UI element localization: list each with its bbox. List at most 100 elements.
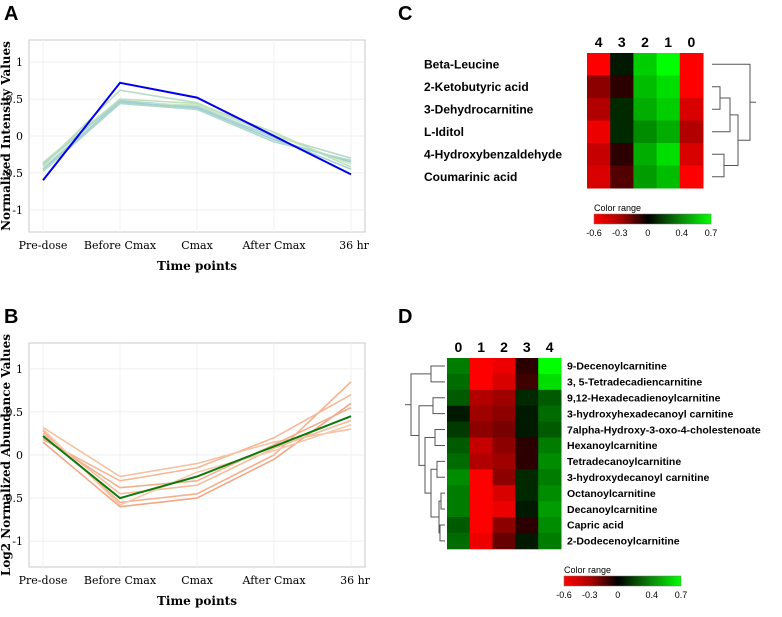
series-line-member-4 bbox=[42, 402, 352, 508]
row-label-c: 2-Ketobutyric acid bbox=[424, 80, 529, 94]
y-tick-label-b: -0.5 bbox=[2, 492, 23, 505]
legend-tick-d: -0.3 bbox=[582, 590, 598, 600]
legend-tick-c: 0.4 bbox=[675, 228, 688, 238]
series-line-member-5 bbox=[42, 419, 352, 495]
x-tick-label-a: After Cmax bbox=[241, 239, 306, 252]
x-tick-label-a: Before Cmax bbox=[84, 239, 157, 252]
heatmap-cell-d bbox=[469, 469, 494, 486]
heatmap-cell-c bbox=[610, 120, 634, 144]
heatmap-cell-d bbox=[447, 389, 471, 407]
heatmap-cell-c bbox=[656, 165, 681, 189]
x-tick-label-b: After Cmax bbox=[241, 574, 306, 587]
row-label-c: L-Iditol bbox=[424, 125, 464, 139]
heatmap-cell-c bbox=[633, 165, 658, 189]
dendrogram-branch-d bbox=[430, 468, 439, 518]
y-tick-label-a: 0.5 bbox=[6, 93, 24, 106]
row-label-d: Decanoylcarnitine bbox=[567, 504, 658, 516]
y-tick-label-a: -1 bbox=[12, 204, 23, 217]
heatmap-cell-c bbox=[679, 53, 704, 76]
heatmap-cell-d bbox=[492, 421, 516, 438]
heatmap-cell-d bbox=[492, 501, 516, 518]
dendrogram-branch-c bbox=[712, 86, 721, 110]
heatmap-cell-d bbox=[492, 517, 516, 534]
heatmap-cell-d bbox=[538, 421, 562, 438]
column-label-c: 2 bbox=[641, 34, 649, 50]
y-axis-title-b: Log2 Normalized Abundance Values bbox=[0, 334, 13, 576]
line-chart-a: 1 0.5 0 -0.5 -1 Pre-dose Before Cmax Cmax After … bbox=[0, 39, 370, 273]
heatmap-cell-d bbox=[469, 485, 494, 502]
heatmap-cell-d bbox=[447, 421, 471, 438]
heatmap-cell-d bbox=[447, 437, 471, 454]
heatmap-cell-c bbox=[633, 143, 658, 166]
heatmap-cell-c bbox=[656, 98, 681, 121]
x-tick-label-a: Pre-dose bbox=[19, 239, 68, 252]
heatmap-cell-d bbox=[515, 389, 539, 407]
x-tick-label-b: Before Cmax bbox=[84, 574, 157, 587]
heatmap-cell-c bbox=[679, 98, 704, 121]
panel-label-d: D bbox=[398, 306, 412, 328]
heatmap-cell-c bbox=[610, 53, 634, 76]
column-label-d: 1 bbox=[477, 339, 485, 355]
series-line-highlight bbox=[42, 81, 352, 181]
heatmap-cell-c bbox=[587, 165, 611, 189]
row-label-d: 3, 5-Tetradecadiencarnitine bbox=[567, 377, 702, 389]
legend-tick-c: -0.6 bbox=[586, 228, 602, 238]
heatmap-cell-d bbox=[538, 517, 562, 534]
heatmap-cell-c bbox=[656, 75, 681, 99]
heatmap-cell-d bbox=[469, 501, 494, 518]
series-line-member-3 bbox=[42, 426, 352, 478]
heatmap-cell-c bbox=[656, 53, 681, 76]
legend-tick-c: 0.7 bbox=[705, 228, 718, 238]
series-line-member-6 bbox=[42, 406, 352, 489]
color-range-bar-d bbox=[563, 575, 682, 587]
heatmap-cell-c bbox=[633, 120, 658, 144]
row-label-d: 3-hydroxyhexadecanoyl carnitine bbox=[567, 408, 733, 420]
heatmap-cell-d bbox=[538, 405, 562, 423]
y-tick-label-b: -1 bbox=[12, 535, 23, 548]
heatmap-cell-d bbox=[469, 405, 494, 423]
heatmap-cell-d bbox=[492, 469, 516, 486]
heatmap-cell-c bbox=[587, 120, 611, 144]
heatmap-cell-d bbox=[515, 532, 539, 550]
column-label-d: 3 bbox=[523, 339, 531, 355]
column-label-d: 4 bbox=[546, 339, 554, 355]
heatmap-cell-d bbox=[447, 485, 471, 502]
y-tick-label-a: -0.5 bbox=[2, 167, 23, 180]
panel-label-a: A bbox=[4, 3, 18, 25]
dendrogram-branch-d bbox=[432, 397, 445, 415]
column-label-c: 1 bbox=[664, 34, 672, 50]
legend-title-c: Color range bbox=[594, 203, 641, 213]
row-label-d: 3-hydroxydecanoyl carnitine bbox=[567, 472, 710, 484]
heatmap-cell-c bbox=[656, 143, 681, 166]
heatmap-cell-d bbox=[515, 405, 539, 423]
heatmap-cell-c bbox=[633, 53, 658, 76]
row-label-d: Capric acid bbox=[567, 520, 624, 532]
heatmap-cell-d bbox=[447, 453, 471, 470]
heatmap-cell-d bbox=[447, 358, 471, 375]
heatmap-cell-c bbox=[633, 98, 658, 121]
heatmap-cell-c bbox=[610, 143, 634, 166]
heatmap-cell-d bbox=[515, 501, 539, 518]
heatmap-cell-c bbox=[587, 53, 611, 76]
heatmap-cell-d bbox=[538, 389, 562, 407]
heatmap-cell-d bbox=[515, 469, 539, 486]
legend-title-d: Color range bbox=[564, 565, 611, 575]
column-label-c: 0 bbox=[688, 34, 696, 50]
heatmap-cell-d bbox=[447, 405, 471, 423]
dendrogram-branch-c bbox=[712, 97, 731, 133]
heatmap-cell-d bbox=[538, 469, 562, 486]
dendrogram-branch-c bbox=[724, 114, 739, 166]
row-label-d: 9-Decenoylcarnitine bbox=[567, 361, 667, 373]
row-label-c: Coumarinic acid bbox=[424, 170, 517, 184]
heatmap-cell-c bbox=[587, 98, 611, 121]
row-label-d: Hexanoylcarnitine bbox=[567, 440, 658, 452]
series-line-member-5 bbox=[42, 98, 352, 168]
heatmap-cell-d bbox=[492, 358, 516, 375]
heatmap-cell-c bbox=[679, 165, 704, 189]
dendrogram-branch-d bbox=[418, 405, 433, 466]
heatmap-cell-d bbox=[469, 421, 494, 438]
heatmap-cell-d bbox=[469, 389, 494, 407]
legend-tick-d: 0.7 bbox=[675, 590, 688, 600]
heatmap-cell-c bbox=[587, 75, 611, 99]
